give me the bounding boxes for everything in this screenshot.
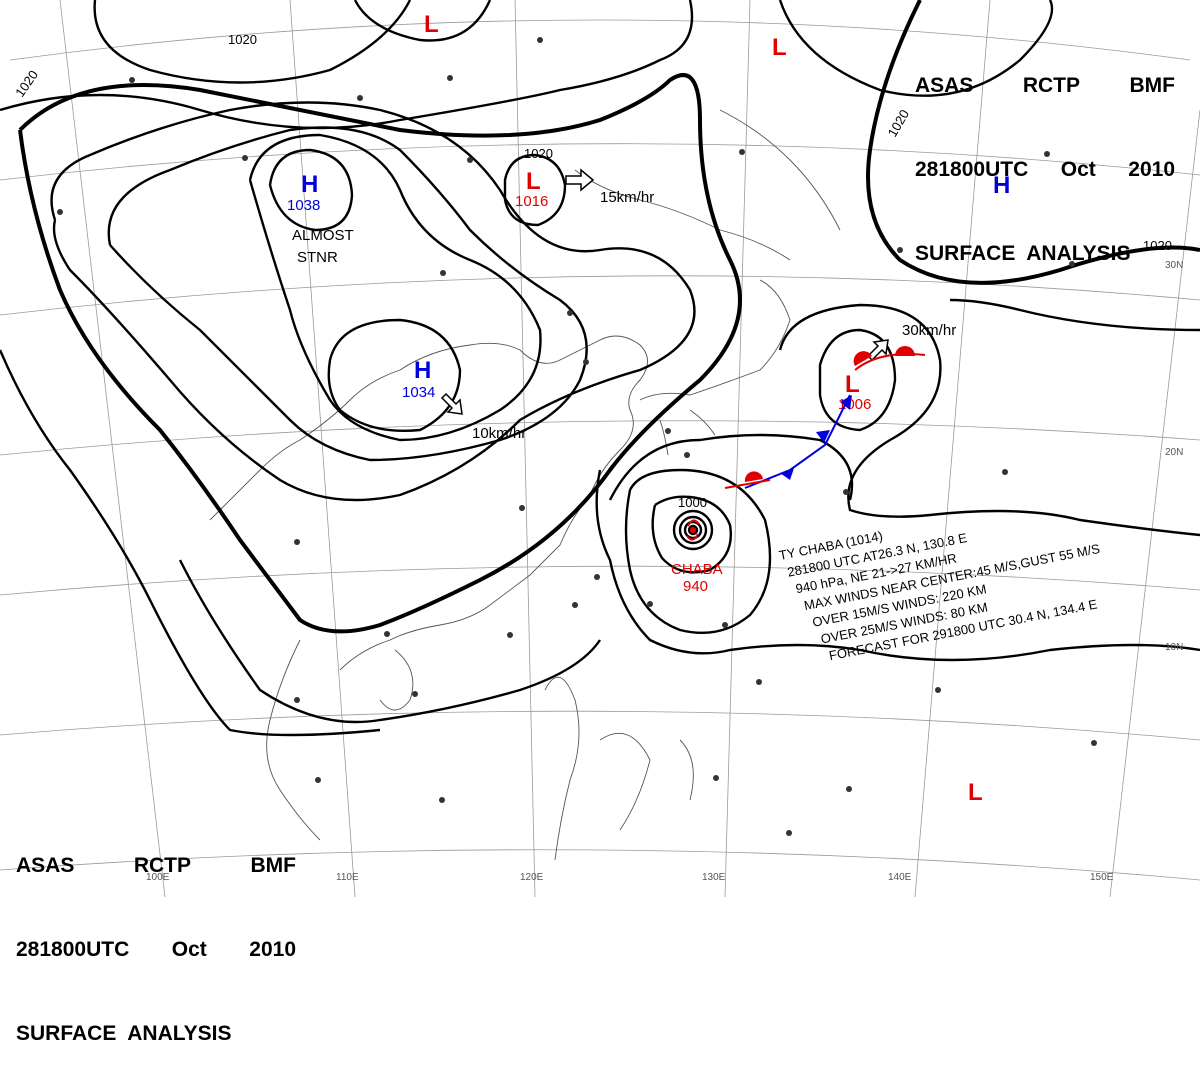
header-line-2: 281800UTC Oct 2010 xyxy=(915,156,1175,184)
high-center-label: H xyxy=(414,357,431,384)
cold-front-triangle-icon xyxy=(816,430,830,443)
low-motion-speed: 15km/hr xyxy=(600,189,654,206)
warm-front xyxy=(854,353,926,371)
low-motion-speed: 30km/hr xyxy=(902,322,956,339)
graticule-labels: 100E 110E 120E 130E 140E 150E 30N 20N 10… xyxy=(146,260,1183,883)
warm-front xyxy=(724,479,771,489)
isobar-label: 1020 xyxy=(228,32,257,47)
header-title: SURFACE ANALYSIS xyxy=(915,242,1131,265)
weather-map: 1020 1020 1020 1020 1020 1000 L L H 1038… xyxy=(0,0,1200,897)
header-time: 281800UTC xyxy=(16,938,130,961)
lon-label: 150E xyxy=(1090,872,1114,883)
motion-annotations: ALMOST STNR 10km/hr 15km/hr 30km/hr xyxy=(292,168,956,442)
lat-label: 20N xyxy=(1165,447,1183,458)
header-year: 2010 xyxy=(1128,158,1175,181)
motion-arrow-icon xyxy=(440,392,463,415)
header-month: Oct xyxy=(1060,158,1096,181)
cold-front xyxy=(744,394,851,489)
isobar-label: 1000 xyxy=(678,495,707,510)
motion-arrow-icon xyxy=(866,339,889,362)
cold-front-triangle-icon xyxy=(780,468,794,480)
typhoon-pressure: 940 xyxy=(683,578,708,595)
lat-label: 30N xyxy=(1165,260,1183,271)
high-motion-text: STNR xyxy=(297,249,338,266)
typhoon-icon xyxy=(686,519,700,541)
low-center-value: 1016 xyxy=(515,193,548,210)
header-title: SURFACE ANALYSIS xyxy=(16,1022,232,1045)
header-line-3: SURFACE ANALYSIS xyxy=(16,1020,296,1048)
isobars xyxy=(0,0,1200,737)
warm-front-semicircle-icon xyxy=(853,351,872,366)
low-center-label: L xyxy=(845,371,860,398)
header-line-3: SURFACE ANALYSIS xyxy=(915,240,1175,268)
station-plots xyxy=(57,37,1097,836)
header-code: BMF xyxy=(1129,74,1176,97)
warm-front-semicircle-icon xyxy=(744,471,763,482)
low-center-label: L xyxy=(772,34,787,61)
pressure-centers: L L H 1038 H 1034 L 1016 H L 1006 L xyxy=(287,11,1010,806)
high-center-label: H xyxy=(301,171,318,198)
motion-arrow-icon xyxy=(565,168,595,192)
header-agency: ASAS xyxy=(915,74,974,97)
high-center-value: 1034 xyxy=(402,384,435,401)
header-line-1: ASAS RCTP BMF xyxy=(16,852,296,880)
coastlines xyxy=(209,109,841,861)
header-line-1: ASAS RCTP BMF xyxy=(915,72,1175,100)
header-agency: ASAS xyxy=(16,854,75,877)
low-center-label: L xyxy=(526,168,541,195)
map-header-bottom-left: ASAS RCTP BMF 281800UTC Oct 2010 SURFACE… xyxy=(16,796,296,1076)
lon-label: 130E xyxy=(702,872,726,883)
header-time: 281800UTC xyxy=(915,158,1029,181)
warm-front-semicircle-icon xyxy=(895,346,915,356)
header-code: BMF xyxy=(250,854,297,877)
low-center-label: L xyxy=(424,11,439,38)
low-center-label: L xyxy=(968,779,983,806)
map-header-top-right: ASAS RCTP BMF 281800UTC Oct 2010 SURFACE… xyxy=(915,16,1175,296)
header-year: 2010 xyxy=(249,938,296,961)
header-line-2: 281800UTC Oct 2010 xyxy=(16,936,296,964)
high-center-value: 1038 xyxy=(287,197,320,214)
high-center-label: H xyxy=(993,172,1010,199)
isobar-label: 1020 xyxy=(1143,238,1172,253)
frontal-system xyxy=(724,346,926,489)
lon-label: 110E xyxy=(336,872,359,883)
high-motion-text: ALMOST xyxy=(292,227,354,244)
high-motion-speed: 10km/hr xyxy=(472,425,526,442)
isobar-label: 1020 xyxy=(524,146,553,161)
lon-label: 140E xyxy=(888,872,912,883)
header-month: Oct xyxy=(171,938,207,961)
typhoon-name: CHABA xyxy=(671,561,723,578)
cold-front-triangle-icon xyxy=(840,395,852,410)
typhoon-symbol: CHABA 940 xyxy=(671,519,723,595)
lon-label: 100E xyxy=(146,872,170,883)
header-station: RCTP xyxy=(133,854,192,877)
header-station: RCTP xyxy=(1022,74,1081,97)
lat-label: 10N xyxy=(1165,642,1183,653)
lon-label: 120E xyxy=(520,872,544,883)
